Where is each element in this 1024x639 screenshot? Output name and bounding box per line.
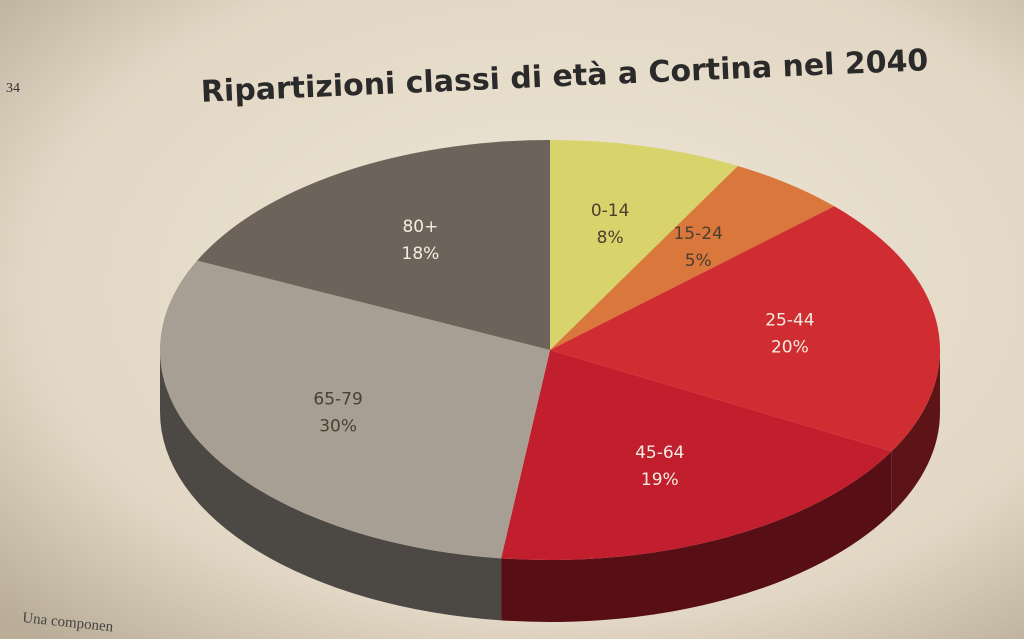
- slice-category: 65-79: [313, 390, 362, 410]
- slice-value-label: 5%: [685, 251, 712, 271]
- slice-value-label: 20%: [771, 338, 809, 358]
- slice-side: [501, 451, 892, 623]
- slice-category: 25-44: [765, 311, 814, 331]
- slice-value-label: 8%: [597, 228, 624, 248]
- slice: [550, 206, 940, 452]
- slice-side: [891, 350, 940, 514]
- slice-category: 80+: [402, 217, 438, 237]
- slice-value-label: 30%: [319, 417, 357, 437]
- pie: 0-14 8% 15-24 5% 25-44 20% 45-64 19% 65-79 30% 80+…: [160, 140, 940, 623]
- slice: [160, 260, 550, 559]
- slice-value-label: 19%: [641, 470, 679, 490]
- slice-side: [160, 350, 502, 621]
- page-number: 34: [6, 81, 20, 96]
- slice: [501, 350, 892, 561]
- slice: [550, 165, 835, 350]
- slice-value-label: 18%: [402, 244, 440, 264]
- slice-category: 45-64: [635, 443, 684, 463]
- slice: [550, 140, 738, 350]
- slice: [197, 140, 551, 350]
- slice-category: 15-24: [673, 224, 722, 244]
- slice-category: 0-14: [591, 201, 630, 221]
